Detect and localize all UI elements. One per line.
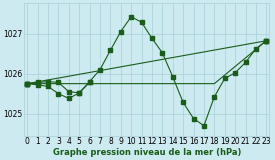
X-axis label: Graphe pression niveau de la mer (hPa): Graphe pression niveau de la mer (hPa) — [53, 148, 241, 156]
